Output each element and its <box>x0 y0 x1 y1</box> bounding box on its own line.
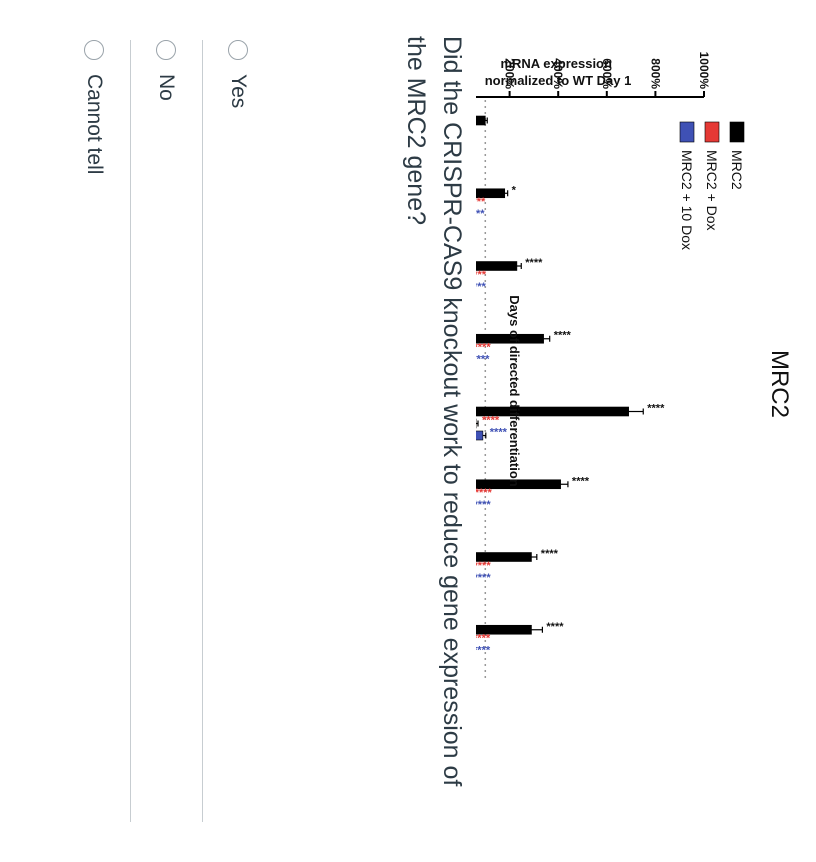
question-chart: MRC2 MRC2 MRC2 + Dox MRC2 + 10 Dox mRNA ex… <box>476 52 793 682</box>
y-tick-label: 400% <box>551 58 565 89</box>
x-axis-label: Days of directed differentiation <box>507 295 522 486</box>
legend-swatch <box>704 121 720 143</box>
significance-label: **** <box>476 633 491 645</box>
y-axis-label: mRNA expression normalized to WT Day 1 <box>485 56 632 88</box>
radio-button[interactable] <box>156 40 177 60</box>
answer-option-no[interactable]: No <box>130 40 202 822</box>
radio-button[interactable] <box>84 40 104 60</box>
y-tick-label: 200% <box>503 58 517 89</box>
significance-label: **** <box>476 269 487 281</box>
significance-label: **** <box>546 621 564 633</box>
significance-label: **** <box>525 257 543 269</box>
significance-label: **** <box>476 645 491 657</box>
legend-swatch <box>729 121 745 143</box>
chart-bars: * ** ****** ** ****** *** ********************… <box>476 115 665 657</box>
significance-label: **** <box>476 572 491 584</box>
bar-mrc2-day-13 <box>476 406 629 417</box>
significance-label: **** <box>490 427 508 439</box>
question-text: Did the CRISPR-CAS9 knockout work to red… <box>402 36 466 787</box>
answer-option-cannot-tell[interactable]: Cannot tell <box>58 40 130 822</box>
significance-label: **** <box>476 342 491 354</box>
y-tick-label: 1000% <box>697 52 711 90</box>
answer-label: Cannot tell <box>83 74 106 175</box>
answer-label: Yes <box>227 74 251 109</box>
bar-mrc2-day-1 <box>476 115 486 126</box>
significance-label: **** <box>541 548 559 560</box>
bar-mrc2-day-19 <box>476 552 532 562</box>
answer-option-yes[interactable]: Yes <box>202 40 274 822</box>
significance-label: **** <box>572 475 590 487</box>
chart-title: MRC2 <box>766 350 793 418</box>
bar-mrc2-10-dox-day-13 <box>476 430 484 441</box>
significance-label: **** <box>476 354 490 366</box>
significance-label: **** <box>476 560 491 572</box>
significance-label: **** <box>476 196 486 208</box>
significance-label: **** <box>482 415 500 427</box>
radio-button[interactable] <box>228 40 249 60</box>
y-tick-label: 800% <box>648 58 662 89</box>
legend-swatch <box>679 121 695 143</box>
significance-label: * <box>512 184 517 196</box>
bar-mrc2-day-22 <box>476 624 532 635</box>
y-tick-label: 600% <box>600 58 614 89</box>
y-axis-label-line-1: mRNA expression <box>500 56 612 71</box>
legend-label: MRC2 + Dox <box>704 150 720 231</box>
y-axis: 0%200%400%600%800%1000% <box>476 52 711 98</box>
chart-legend: MRC2 MRC2 + Dox MRC2 + 10 Dox <box>679 121 745 250</box>
legend-label: MRC2 <box>729 150 745 190</box>
legend-label: MRC2 + 10 Dox <box>679 150 695 250</box>
y-axis-label-line-2: normalized to WT Day 1 <box>485 73 632 88</box>
significance-label: **** <box>647 403 665 415</box>
significance-label: **** <box>476 499 491 511</box>
answer-label: No <box>155 74 179 101</box>
significance-label: **** <box>476 208 485 220</box>
significance-label: **** <box>476 487 493 499</box>
significance-label: **** <box>476 281 486 293</box>
significance-label: **** <box>554 330 572 342</box>
